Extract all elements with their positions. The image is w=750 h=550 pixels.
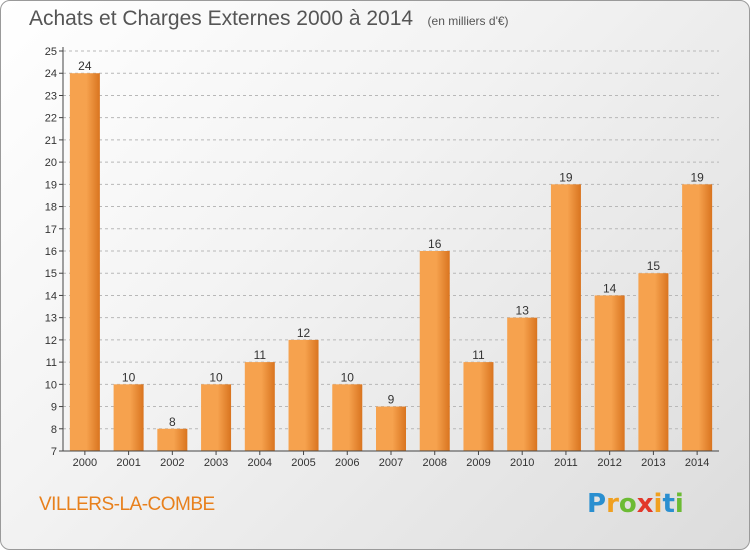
bar <box>463 362 494 451</box>
proxiti-logo[interactable]: Proxiti <box>587 489 684 519</box>
y-tick-label: 16 <box>45 246 57 258</box>
y-tick-label: 8 <box>51 424 57 436</box>
bar-value-label: 13 <box>516 304 530 318</box>
y-tick-label: 20 <box>45 157 57 169</box>
bar <box>69 73 100 451</box>
y-tick-label: 15 <box>45 268 57 280</box>
bar <box>244 362 275 451</box>
bar <box>638 273 669 451</box>
y-tick-label: 25 <box>45 46 57 58</box>
bar-value-label: 16 <box>428 237 442 251</box>
bar-chart: 7 8 9 10 11 12 13 14 15 16 17 18 19 20 21 22 23 24 25 24 200… <box>45 46 719 469</box>
bar <box>507 317 538 451</box>
x-tick-label: 2012 <box>597 457 621 469</box>
logo-letter: r <box>606 489 619 519</box>
logo-letter: o <box>618 489 637 519</box>
bar <box>376 406 406 451</box>
title-row: Achats et Charges Externes 2000 à 2014 (… <box>29 7 509 31</box>
x-tick-label: 2001 <box>116 457 140 469</box>
bar <box>594 295 625 451</box>
bar <box>113 384 144 451</box>
x-tick-label: 2014 <box>685 457 709 469</box>
y-tick-label: 11 <box>46 357 57 369</box>
logo-letter: i <box>674 489 684 519</box>
x-tick-label: 2010 <box>510 457 534 469</box>
y-tick-label: 17 <box>45 224 57 236</box>
x-tick-label: 2004 <box>248 457 272 469</box>
bar <box>288 339 319 451</box>
x-tick-label: 2000 <box>73 457 97 469</box>
bar-value-label: 19 <box>559 170 573 184</box>
y-tick-label: 9 <box>51 402 57 414</box>
logo-letter: P <box>587 489 607 519</box>
bar-value-label: 15 <box>647 259 661 273</box>
place-name: VILLERS-LA-COMBE <box>39 494 215 515</box>
y-tick-label: 13 <box>45 313 57 325</box>
bar-value-label: 8 <box>169 415 176 429</box>
bar-value-label: 11 <box>472 348 485 362</box>
x-tick-label: 2006 <box>335 457 359 469</box>
x-tick-label: 2002 <box>160 457 184 469</box>
y-tick-label: 21 <box>45 135 57 147</box>
y-tick-label: 10 <box>45 379 57 391</box>
x-tick-label: 2013 <box>641 457 665 469</box>
y-tick-label: 19 <box>45 179 57 191</box>
x-tick-label: 2003 <box>204 457 228 469</box>
bar-value-label: 10 <box>122 370 136 384</box>
y-tick-label: 23 <box>45 90 57 102</box>
y-tick-label: 12 <box>45 335 57 347</box>
bar-value-label: 19 <box>690 170 704 184</box>
bar <box>201 384 232 451</box>
x-tick-label: 2008 <box>422 457 446 469</box>
bar-value-label: 12 <box>297 326 311 340</box>
chart-subtitle: (en milliers d'€) <box>427 14 509 28</box>
logo-letter: t <box>662 489 675 519</box>
bar <box>550 184 581 452</box>
x-tick-label: 2007 <box>379 457 403 469</box>
y-tick-label: 24 <box>45 68 57 80</box>
logo-letter: x <box>636 489 654 519</box>
y-tick-label: 7 <box>51 446 57 458</box>
bar-value-label: 10 <box>341 370 355 384</box>
bar-value-label: 10 <box>209 370 223 384</box>
bar-value-label: 14 <box>603 281 617 295</box>
x-tick-label: 2009 <box>466 457 490 469</box>
bar <box>682 184 713 452</box>
x-tick-label: 2011 <box>554 457 578 469</box>
x-tick-label: 2005 <box>291 457 315 469</box>
y-tick-label: 22 <box>45 113 57 125</box>
bar-value-label: 9 <box>388 393 395 407</box>
y-tick-label: 18 <box>45 202 57 214</box>
bar <box>157 428 188 451</box>
chart-title: Achats et Charges Externes 2000 à 2014 <box>29 7 414 30</box>
bar-value-label: 11 <box>254 348 267 362</box>
y-tick-label: 14 <box>45 290 57 302</box>
bar-value-label: 24 <box>78 59 92 73</box>
bar <box>332 384 363 451</box>
bar <box>419 251 450 451</box>
logo-letter: i <box>653 489 663 519</box>
